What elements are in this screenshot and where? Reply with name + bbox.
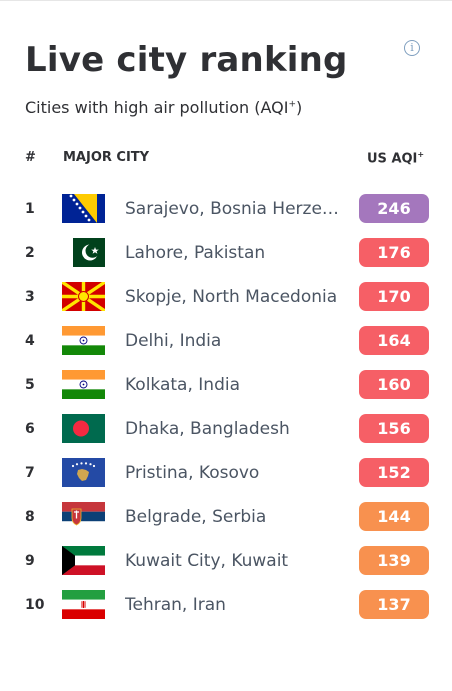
xk-flag-icon [62, 458, 105, 487]
city-row[interactable]: 10 Tehran, Iran 137 [0, 583, 452, 627]
column-header-rank: # [25, 150, 36, 165]
city-row[interactable]: 1 Sarajevo, Bosnia Herzego… 246 [0, 187, 452, 231]
rank-number: 1 [25, 201, 35, 217]
aqi-badge: 176 [359, 238, 429, 267]
aqi-badge: 246 [359, 194, 429, 223]
rs-flag-icon [62, 502, 105, 531]
city-name-link[interactable]: Delhi, India [125, 331, 222, 351]
city-row[interactable]: 6 Dhaka, Bangladesh 156 [0, 407, 452, 451]
city-row[interactable]: 4 Delhi, India 164 [0, 319, 452, 363]
column-header-aqi-plus: + [417, 150, 425, 159]
subtitle-close: ) [296, 98, 303, 117]
rank-number: 5 [25, 377, 35, 393]
ba-flag-icon [62, 194, 105, 223]
rank-number: 4 [25, 333, 35, 349]
column-header-city: MAJOR CITY [63, 150, 150, 165]
city-name-link[interactable]: Sarajevo, Bosnia Herzego… [125, 199, 341, 219]
city-name-link[interactable]: Pristina, Kosovo [125, 463, 260, 483]
rank-number: 9 [25, 553, 35, 569]
aqi-badge: 164 [359, 326, 429, 355]
aqi-badge: 156 [359, 414, 429, 443]
city-row[interactable]: 8 Belgrade, Serbia 144 [0, 495, 452, 539]
kw-flag-icon [62, 546, 105, 575]
subtitle: Cities with high air pollution (AQI+) [25, 98, 302, 117]
aqi-badge: 152 [359, 458, 429, 487]
info-icon[interactable]: i [404, 40, 420, 56]
aqi-badge: 144 [359, 502, 429, 531]
city-row[interactable]: 3 Skopje, North Macedonia 170 [0, 275, 452, 319]
subtitle-text: Cities with high air pollution (AQI [25, 98, 289, 117]
city-row[interactable]: 9 Kuwait City, Kuwait 139 [0, 539, 452, 583]
aqi-badge: 160 [359, 370, 429, 399]
aqi-badge: 139 [359, 546, 429, 575]
bd-flag-icon [62, 414, 105, 443]
city-row[interactable]: 7 Pristina, Kosovo 152 [0, 451, 452, 495]
rank-number: 3 [25, 289, 35, 305]
aqi-badge: 137 [359, 590, 429, 619]
rank-number: 7 [25, 465, 35, 481]
city-name-link[interactable]: Tehran, Iran [125, 595, 226, 615]
subtitle-plus: + [288, 99, 296, 110]
city-ranking-list: 1 Sarajevo, Bosnia Herzego… 246 2 Lahore, Pa… [0, 187, 452, 627]
mk-flag-icon [62, 282, 105, 311]
aqi-badge: 170 [359, 282, 429, 311]
city-name-link[interactable]: Lahore, Pakistan [125, 243, 266, 263]
city-name-link[interactable]: Skopje, North Macedonia [125, 287, 338, 307]
in-flag-icon [62, 326, 105, 355]
column-header-aqi-label: US AQI [367, 151, 418, 167]
city-row[interactable]: 5 Kolkata, India 160 [0, 363, 452, 407]
rank-number: 10 [25, 597, 45, 613]
page-title: Live city ranking [25, 40, 348, 80]
column-header-aqi: US AQI+ [367, 150, 424, 166]
rank-number: 2 [25, 245, 35, 261]
city-name-link[interactable]: Kolkata, India [125, 375, 240, 395]
in-flag-icon [62, 370, 105, 399]
ir-flag-icon [62, 590, 105, 619]
pk-flag-icon [62, 238, 105, 267]
top-divider [0, 0, 452, 1]
city-row[interactable]: 2 Lahore, Pakistan 176 [0, 231, 452, 275]
rank-number: 6 [25, 421, 35, 437]
city-name-link[interactable]: Kuwait City, Kuwait [125, 551, 289, 571]
city-name-link[interactable]: Dhaka, Bangladesh [125, 419, 290, 439]
city-name-link[interactable]: Belgrade, Serbia [125, 507, 267, 527]
rank-number: 8 [25, 509, 35, 525]
